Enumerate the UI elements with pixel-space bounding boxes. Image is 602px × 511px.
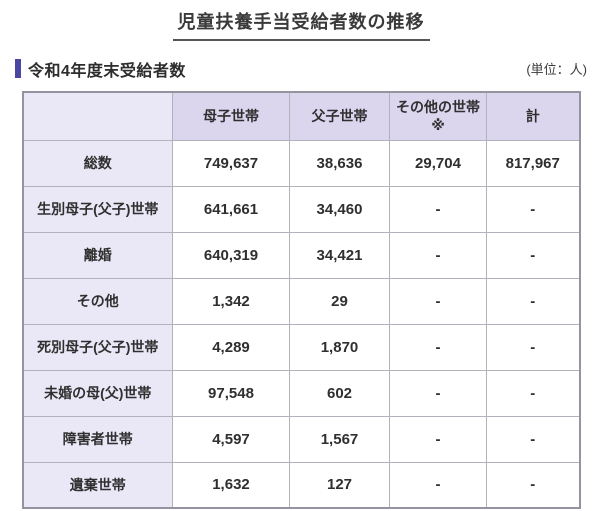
- table-cell: 817,967: [486, 139, 580, 187]
- table-cell: -: [486, 231, 580, 279]
- table-cell: -: [486, 461, 580, 509]
- row-label: 死別母子(父子)世帯: [22, 323, 173, 371]
- row-label: その他: [22, 277, 173, 325]
- column-header-father-households: 父子世帯: [289, 91, 390, 141]
- recipients-table: 母子世帯 父子世帯 その他の世帯※ 計 総数 749,637 38,636 29…: [21, 91, 581, 509]
- row-label: 未婚の母(父)世帯: [22, 369, 173, 417]
- row-label: 総数: [22, 139, 173, 187]
- table-cell: 4,597: [172, 415, 290, 463]
- table-cell: 38,636: [289, 139, 390, 187]
- table-cell: 29,704: [389, 139, 487, 187]
- table-cell: -: [389, 323, 487, 371]
- table-header-row: 母子世帯 父子世帯 その他の世帯※ 計: [22, 91, 580, 141]
- table-cell: 4,289: [172, 323, 290, 371]
- table-cell: -: [389, 369, 487, 417]
- table-cell: 34,460: [289, 185, 390, 233]
- table-cell: -: [486, 323, 580, 371]
- table-cell: 1,567: [289, 415, 390, 463]
- table-cell: -: [486, 415, 580, 463]
- section-header: 令和4年度末受給者数 (単位：人): [15, 57, 587, 81]
- table-row-abandoned: 遺棄世帯 1,632 127 - -: [22, 461, 580, 509]
- table-cell: 749,637: [172, 139, 290, 187]
- table-cell: 641,661: [172, 185, 290, 233]
- column-header-empty: [22, 91, 173, 141]
- table-cell: 640,319: [172, 231, 290, 279]
- row-label: 遺棄世帯: [22, 461, 173, 509]
- table-cell: 1,632: [172, 461, 290, 509]
- section-title: 令和4年度末受給者数: [28, 62, 186, 80]
- column-header-total: 計: [486, 91, 580, 141]
- table-cell: 34,421: [289, 231, 390, 279]
- row-label: 離婚: [22, 231, 173, 279]
- row-label: 障害者世帯: [22, 415, 173, 463]
- table-cell: 1,342: [172, 277, 290, 325]
- table-row-separated: 生別母子(父子)世帯 641,661 34,460 - -: [22, 185, 580, 233]
- table-cell: 127: [289, 461, 390, 509]
- table-cell: -: [389, 461, 487, 509]
- table-cell: -: [486, 369, 580, 417]
- table-row-disabled: 障害者世帯 4,597 1,567 - -: [22, 415, 580, 463]
- table-row-other-reason: その他 1,342 29 - -: [22, 277, 580, 325]
- column-header-mother-households: 母子世帯: [172, 91, 290, 141]
- column-header-other-households: その他の世帯※: [389, 91, 487, 141]
- table-cell: 1,870: [289, 323, 390, 371]
- table-row-divorce: 離婚 640,319 34,421 - -: [22, 231, 580, 279]
- unit-note: (単位：人): [526, 62, 587, 77]
- table-cell: -: [389, 415, 487, 463]
- page-title: 児童扶養手当受給者数の推移: [172, 8, 430, 41]
- table-cell: -: [389, 185, 487, 233]
- row-label: 生別母子(父子)世帯: [22, 185, 173, 233]
- table-cell: 29: [289, 277, 390, 325]
- table-cell: -: [486, 277, 580, 325]
- table-cell: 97,548: [172, 369, 290, 417]
- table-cell: -: [389, 231, 487, 279]
- table-cell: -: [389, 277, 487, 325]
- table-cell: -: [486, 185, 580, 233]
- section-left: 令和4年度末受給者数: [15, 57, 186, 81]
- table-row-total: 総数 749,637 38,636 29,704 817,967: [22, 139, 580, 187]
- table-cell: 602: [289, 369, 390, 417]
- table-row-bereaved: 死別母子(父子)世帯 4,289 1,870 - -: [22, 323, 580, 371]
- section-accent-bar: [15, 59, 21, 78]
- table-row-unmarried: 未婚の母(父)世帯 97,548 602 - -: [22, 369, 580, 417]
- title-area: 児童扶養手当受給者数の推移: [0, 0, 602, 41]
